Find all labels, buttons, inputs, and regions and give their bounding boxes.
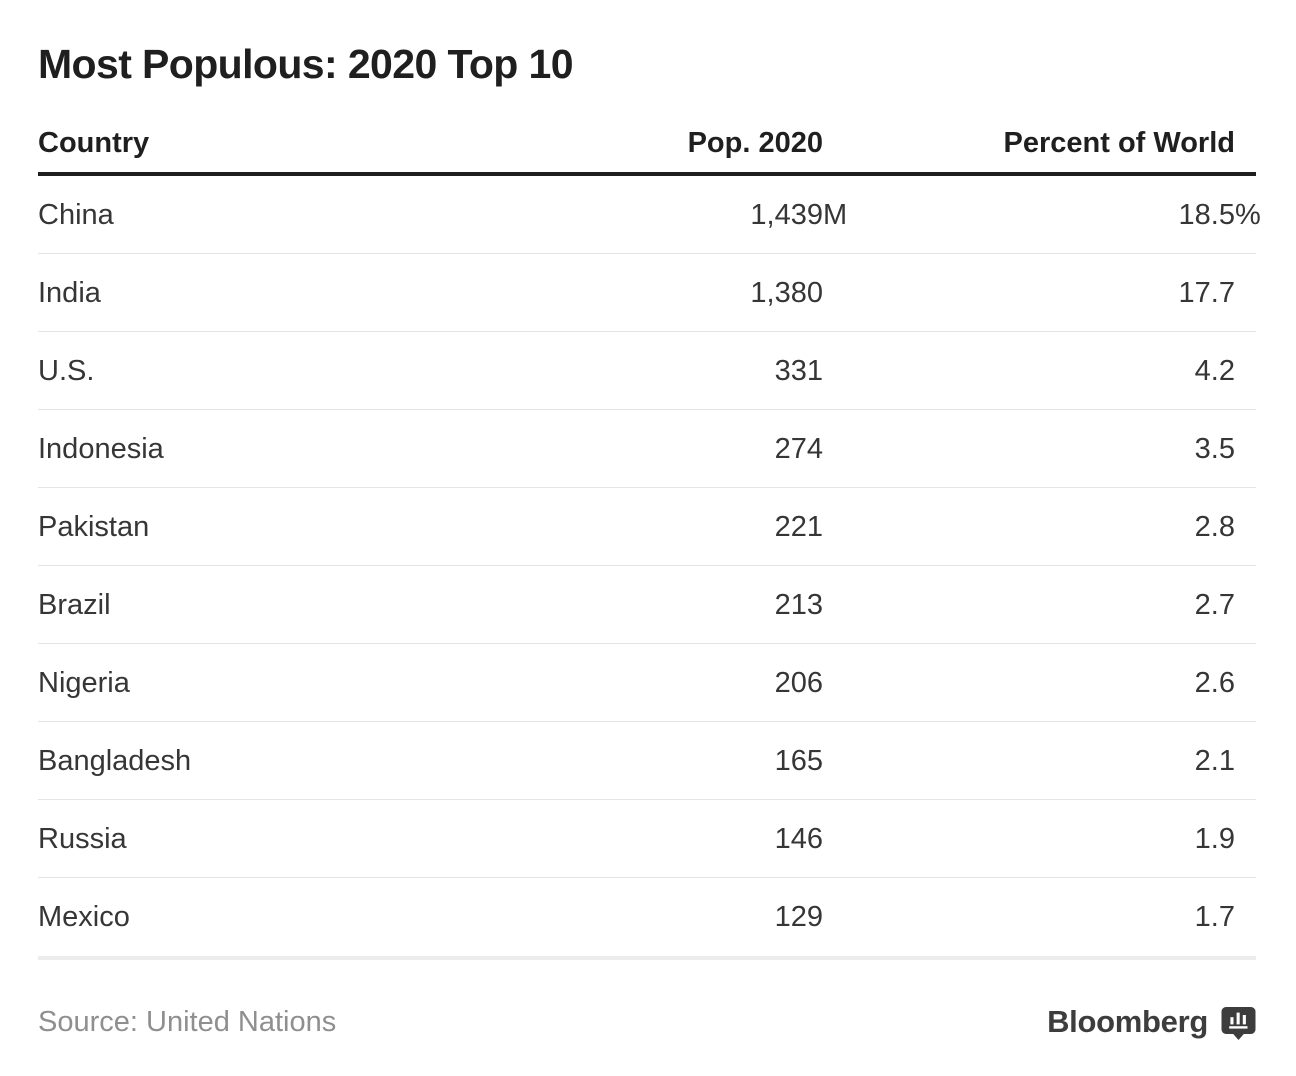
- cell-percent-of-world: 2.8: [1194, 510, 1235, 543]
- cell-pop-2020: 331: [774, 354, 823, 387]
- cell-percent-of-world: 3.5: [1194, 432, 1235, 465]
- cell-percent-of-world: 2.7: [1194, 588, 1235, 621]
- cell-pop-2020: 146: [774, 822, 823, 855]
- table-row: China 1,439M 18.5%: [38, 176, 1261, 254]
- cell-country: India: [38, 276, 101, 309]
- chart-footer: Source: United Nations Bloomberg: [38, 1004, 1256, 1040]
- cell-percent-of-world: 4.2: [1194, 354, 1235, 387]
- cell-percent-of-world: 2.1: [1194, 744, 1235, 777]
- cell-country: Bangladesh: [38, 744, 192, 777]
- table-header-row: Country Pop. 2020 Percent of World: [38, 129, 1256, 176]
- cell-pop-2020: 165: [774, 744, 823, 777]
- cell-pop-2020: 206: [774, 666, 823, 699]
- cell-country: Nigeria: [38, 666, 130, 699]
- cell-pop-2020: 1,380: [750, 276, 823, 309]
- source-note: Source: United Nations: [38, 1005, 337, 1038]
- cell-pop-2020: 213: [774, 588, 823, 621]
- table-row: India 1,380 17.7: [38, 254, 1256, 332]
- cell-country: Mexico: [38, 901, 130, 933]
- table-row: Bangladesh 165 2.1: [38, 722, 1256, 800]
- cell-country: China: [38, 198, 114, 231]
- column-header-country: Country: [38, 127, 150, 159]
- table-body: China 1,439M 18.5% India 1,380 17.7 U.S.…: [38, 176, 1261, 960]
- cell-percent-of-world: 2.6: [1194, 666, 1235, 699]
- bloomberg-logo: Bloomberg: [1047, 1004, 1256, 1040]
- column-header-percent-of-world: Percent of World: [1003, 127, 1236, 159]
- cell-pop-2020: 274: [774, 432, 823, 465]
- cell-pop-2020: 1,439M: [750, 198, 848, 231]
- cell-percent-of-world: 1.7: [1194, 901, 1235, 933]
- cell-pop-2020: 129: [774, 901, 823, 933]
- cell-country: U.S.: [38, 354, 95, 387]
- bloomberg-wordmark: Bloomberg: [1047, 1004, 1208, 1039]
- table-row: Pakistan 221 2.8: [38, 488, 1256, 566]
- population-table: Country Pop. 2020 Percent of World China…: [38, 129, 1261, 960]
- table-row: Nigeria 206 2.6: [38, 644, 1256, 722]
- cell-country: Indonesia: [38, 432, 164, 465]
- column-header-pop-2020: Pop. 2020: [687, 127, 823, 159]
- table-row: Mexico 129 1.7: [38, 878, 1256, 956]
- table-row: Russia 146 1.9: [38, 800, 1256, 878]
- cell-country: Brazil: [38, 588, 111, 621]
- cell-percent-of-world: 1.9: [1194, 822, 1235, 855]
- cell-pop-2020: 221: [774, 510, 823, 543]
- page-title: Most Populous: 2020 Top 10: [38, 41, 574, 87]
- cell-country: Russia: [38, 822, 127, 855]
- bloomberg-chart-bubble-icon: [1221, 1007, 1256, 1040]
- cell-country: Pakistan: [38, 510, 150, 543]
- table-row: Indonesia 274 3.5: [38, 410, 1256, 488]
- cell-percent-of-world: 17.7: [1178, 276, 1235, 309]
- cell-percent-of-world: 18.5%: [1178, 198, 1261, 231]
- table-row: U.S. 331 4.2: [38, 332, 1256, 410]
- table-row: Brazil 213 2.7: [38, 566, 1256, 644]
